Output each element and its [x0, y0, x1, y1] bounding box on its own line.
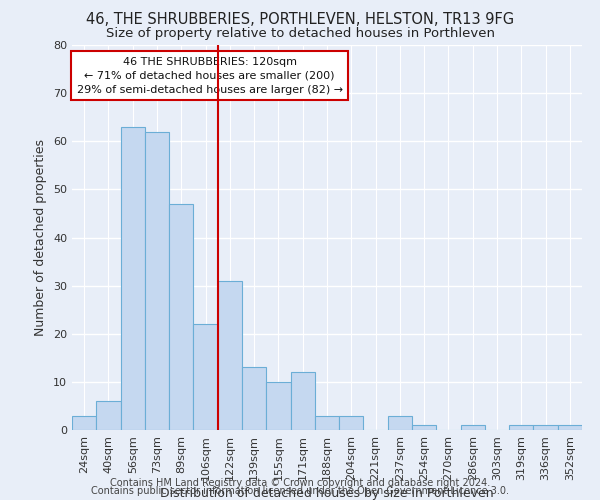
Y-axis label: Number of detached properties: Number of detached properties — [34, 139, 47, 336]
X-axis label: Distribution of detached houses by size in Porthleven: Distribution of detached houses by size … — [160, 487, 494, 500]
Bar — [533, 425, 558, 430]
Bar — [96, 401, 121, 430]
Bar — [145, 132, 169, 430]
Bar — [266, 382, 290, 430]
Bar — [461, 425, 485, 430]
Bar — [218, 281, 242, 430]
Bar — [290, 372, 315, 430]
Text: Contains public sector information licensed under the Open Government Licence 3.: Contains public sector information licen… — [91, 486, 509, 496]
Bar — [509, 425, 533, 430]
Bar — [72, 416, 96, 430]
Text: Size of property relative to detached houses in Porthleven: Size of property relative to detached ho… — [106, 28, 494, 40]
Text: 46, THE SHRUBBERIES, PORTHLEVEN, HELSTON, TR13 9FG: 46, THE SHRUBBERIES, PORTHLEVEN, HELSTON… — [86, 12, 514, 28]
Bar — [558, 425, 582, 430]
Bar — [339, 416, 364, 430]
Bar — [315, 416, 339, 430]
Bar — [193, 324, 218, 430]
Bar — [242, 368, 266, 430]
Text: Contains HM Land Registry data © Crown copyright and database right 2024.: Contains HM Land Registry data © Crown c… — [110, 478, 490, 488]
Bar — [412, 425, 436, 430]
Bar — [388, 416, 412, 430]
Bar — [169, 204, 193, 430]
Text: 46 THE SHRUBBERIES: 120sqm
← 71% of detached houses are smaller (200)
29% of sem: 46 THE SHRUBBERIES: 120sqm ← 71% of deta… — [77, 56, 343, 94]
Bar — [121, 127, 145, 430]
